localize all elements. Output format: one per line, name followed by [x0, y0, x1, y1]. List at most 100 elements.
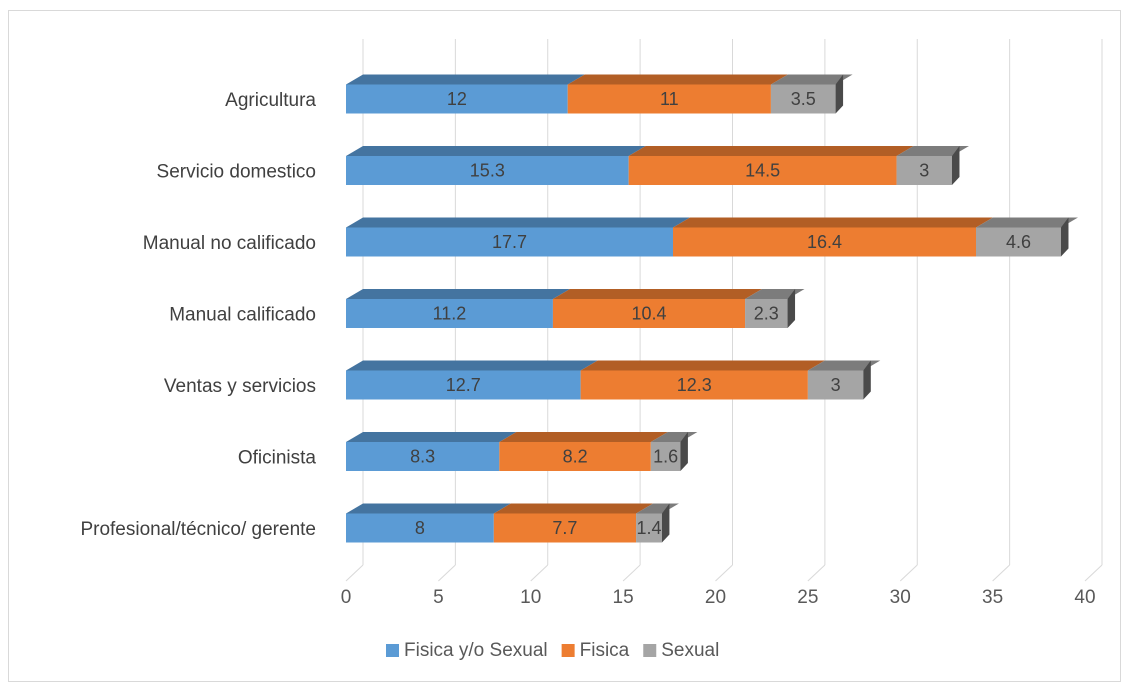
bar-segment: 7.7 [493, 503, 654, 543]
bar-top-face [807, 360, 881, 371]
bar-front-face [770, 84, 836, 114]
bar-segment: 8.2 [499, 432, 668, 471]
x-tick-label: 20 [705, 587, 726, 608]
bar-top-face [493, 503, 654, 514]
gridline-floor [345, 564, 364, 582]
data-label: 1.4 [636, 518, 661, 538]
bar-segment: 11 [567, 74, 788, 114]
legend-swatch [561, 644, 575, 657]
data-label: 12 [447, 89, 467, 109]
legend-item: Sexual [643, 640, 719, 661]
stacked-bar-chart: 12 11 3.5 15.3 14.5 3 17.7 16.4 4.6 11.2 10.4 2.3 12… [80, 39, 1103, 661]
category-label: Manual calificado [169, 305, 316, 326]
bar-front-face [346, 513, 494, 543]
bar-segment: 1.6 [650, 432, 698, 471]
gridline-floor [530, 564, 549, 582]
bar-top-face [650, 432, 698, 442]
data-label: 1.6 [653, 447, 678, 467]
category-label: Ventas y servicios [164, 376, 316, 397]
bar-top-face [896, 146, 969, 156]
x-tick-label: 35 [982, 587, 1003, 608]
bar-side-face [835, 74, 844, 114]
legend-swatch [643, 644, 657, 657]
bar-segment: 17.7 [346, 217, 691, 257]
data-label: 3 [919, 161, 929, 181]
bar-top-face [628, 146, 914, 156]
x-tick-labels: 0 5 10 15 20 25 30 35 40 [341, 587, 1096, 608]
data-label: 3.5 [791, 89, 816, 109]
data-label: 12.3 [677, 375, 712, 395]
data-label: 8.2 [563, 447, 588, 467]
bar-segment: 3.5 [770, 74, 853, 114]
gridline-floor [899, 564, 918, 582]
gridline-floor [622, 564, 641, 582]
bar-segment: 11.2 [346, 289, 570, 328]
data-label: 16.4 [807, 232, 842, 252]
category-label: Manual no calificado [143, 233, 316, 254]
bar-front-face [346, 442, 500, 471]
bar-side-face [680, 432, 688, 471]
bar-segment: 14.5 [628, 146, 914, 185]
bar-segment: 12.3 [580, 360, 825, 400]
bar-front-face [346, 227, 674, 257]
data-label: 4.6 [1006, 232, 1031, 252]
bar-side-face [1060, 217, 1069, 257]
x-tick-label: 40 [1074, 587, 1095, 608]
bar-top-face [499, 432, 668, 442]
bar-front-face [636, 513, 662, 543]
bar-segment: 12.7 [346, 360, 598, 400]
bar-segment: 4.6 [975, 217, 1078, 257]
legend-label: Fisica [580, 640, 630, 661]
bar-top-face [567, 74, 788, 85]
bar-segment: 15.3 [346, 146, 646, 185]
legend-label: Sexual [661, 640, 719, 661]
gridline-floor [715, 564, 733, 582]
legend: Fisica y/o Sexual Fisica Sexual [386, 640, 719, 661]
data-label: 3 [831, 375, 841, 395]
bar-segment: 8 [346, 503, 511, 543]
data-label: 2.3 [754, 304, 779, 324]
bar-segment: 3 [807, 360, 881, 400]
bar-top-face [673, 217, 993, 228]
bar-side-face [787, 289, 796, 328]
category-label: Oficinista [238, 448, 317, 469]
bar-top-face [975, 217, 1078, 228]
category-label: Servicio domestico [157, 162, 316, 183]
bar-side-face [951, 146, 960, 185]
bar-front-face [493, 513, 637, 543]
data-label: 14.5 [745, 161, 780, 181]
bar-top-face [552, 289, 763, 299]
bar-top-face [346, 289, 570, 299]
data-label: 15.3 [470, 161, 505, 181]
bar-side-face [661, 503, 670, 543]
bars: 12 11 3.5 15.3 14.5 3 17.7 16.4 4.6 11.2 10.4 2.3 12… [346, 74, 1078, 543]
bar-top-face [346, 432, 517, 442]
bar-top-face [346, 360, 598, 371]
bar-front-face [567, 84, 771, 114]
bar-front-face [346, 156, 629, 185]
bar-top-face [346, 503, 511, 514]
bar-front-face [499, 442, 651, 471]
bar-front-face [552, 299, 746, 328]
bar-front-face [628, 156, 897, 185]
bar-front-face [346, 299, 553, 328]
bar-front-face [745, 299, 788, 328]
x-tick-label: 10 [520, 587, 541, 608]
bar-segment: 2.3 [745, 289, 805, 328]
chart-frame: 12 11 3.5 15.3 14.5 3 17.7 16.4 4.6 11.2 10.4 2.3 12… [8, 10, 1121, 682]
bar-segment: 16.4 [673, 217, 993, 257]
bar-front-face [580, 370, 808, 400]
bar-top-face [770, 74, 853, 85]
legend-item: Fisica y/o Sexual [386, 640, 548, 661]
bar-front-face [673, 227, 976, 257]
legend-item: Fisica [561, 640, 630, 661]
bar-front-face [975, 227, 1061, 257]
data-label: 10.4 [631, 304, 666, 324]
x-tick-label: 5 [433, 587, 444, 608]
category-labels: Agricultura Servicio domestico Manual no c… [80, 90, 316, 540]
x-tick-label: 0 [341, 587, 352, 608]
gridline-floor [438, 564, 456, 582]
bar-front-face [650, 442, 681, 471]
data-label: 7.7 [552, 518, 577, 538]
bar-top-face [346, 217, 691, 228]
